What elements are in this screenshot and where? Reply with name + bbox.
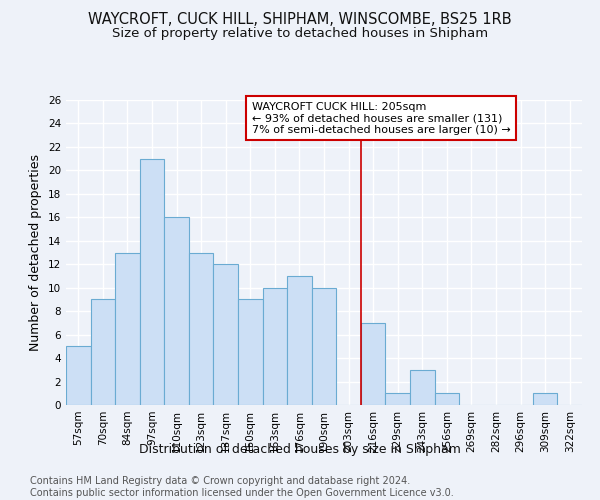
Bar (410, 370, 434, 405)
Bar (263, 288, 287, 405)
Bar (361, 323, 385, 405)
Bar (238, 300, 263, 405)
Y-axis label: Number of detached properties: Number of detached properties (29, 154, 43, 351)
Text: Distribution of detached houses by size in Shipham: Distribution of detached houses by size … (139, 442, 461, 456)
Text: WAYCROFT, CUCK HILL, SHIPHAM, WINSCOMBE, BS25 1RB: WAYCROFT, CUCK HILL, SHIPHAM, WINSCOMBE,… (88, 12, 512, 28)
Text: Contains HM Land Registry data © Crown copyright and database right 2024.
Contai: Contains HM Land Registry data © Crown c… (30, 476, 454, 498)
Text: Size of property relative to detached houses in Shipham: Size of property relative to detached ho… (112, 27, 488, 40)
Bar (66, 346, 91, 405)
Bar (533, 394, 557, 405)
Bar (115, 252, 140, 405)
Bar (189, 252, 214, 405)
Bar (385, 394, 410, 405)
Bar (140, 158, 164, 405)
Bar (91, 300, 115, 405)
Bar (164, 218, 189, 405)
Text: WAYCROFT CUCK HILL: 205sqm
← 93% of detached houses are smaller (131)
7% of semi: WAYCROFT CUCK HILL: 205sqm ← 93% of deta… (252, 102, 511, 134)
Bar (214, 264, 238, 405)
Bar (434, 394, 459, 405)
Bar (312, 288, 336, 405)
Bar (287, 276, 312, 405)
